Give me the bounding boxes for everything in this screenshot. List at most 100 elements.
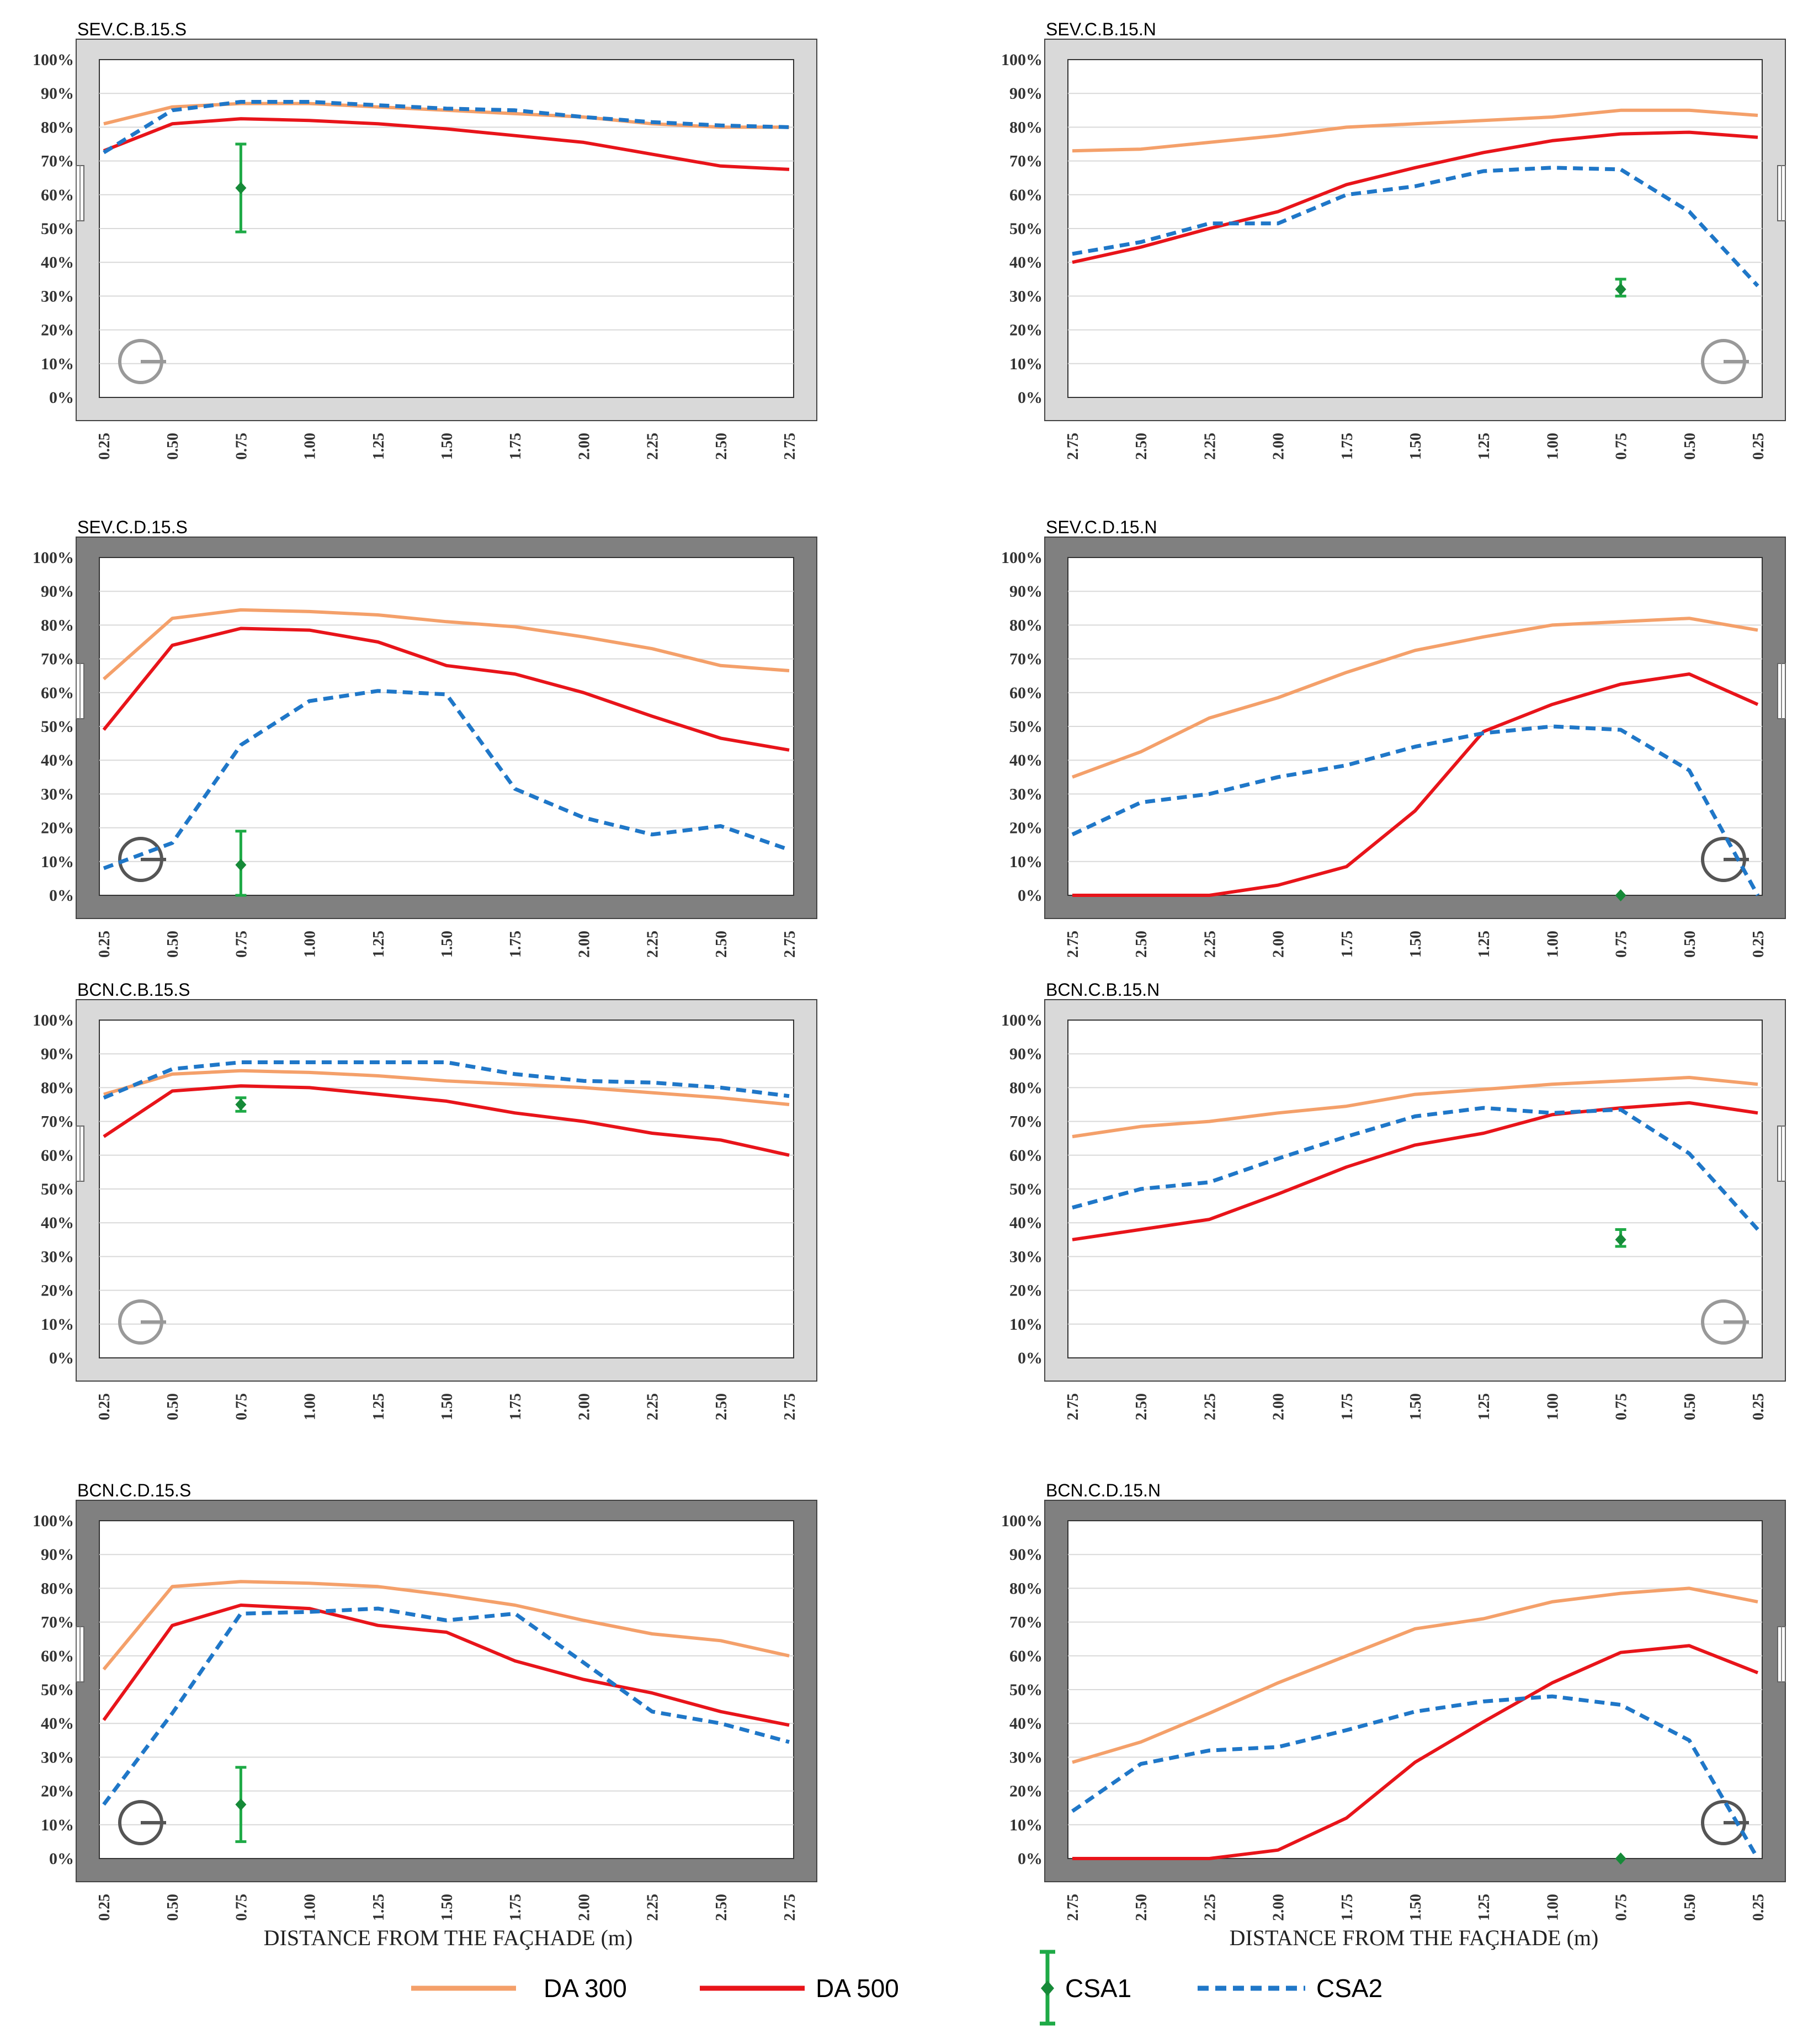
y-tick-label: 100%: [1001, 549, 1043, 567]
y-tick-label: 90%: [41, 1045, 74, 1063]
x-tick-label: 1.25: [370, 931, 387, 958]
y-tick-label: 40%: [1009, 1214, 1043, 1232]
series-line-da500: [1072, 672, 1759, 897]
panel-title: SEV.C.D.15.N: [1046, 517, 1157, 537]
x-tick-label: 1.50: [439, 1393, 456, 1420]
y-tick-label: 50%: [41, 718, 74, 736]
y-tick-label: 80%: [1009, 118, 1043, 136]
x-tick-label: 2.50: [1133, 1393, 1150, 1420]
y-tick-label: 100%: [33, 1011, 74, 1029]
x-tick-label: 1.50: [439, 1894, 456, 1921]
y-tick-label: 50%: [1009, 718, 1043, 736]
csa1-point: [1615, 889, 1626, 901]
panel-title: BCN.C.B.15.N: [1046, 980, 1160, 1000]
x-tick-label: 1.25: [370, 1393, 387, 1420]
y-tick-label: 80%: [41, 1079, 74, 1097]
y-tick-label: 90%: [41, 1546, 74, 1564]
panel-sev-c-b-15-n: SEV.C.B.15.N 0% 10% 20% 30% 40% 50% 60% 70% 80% 90…: [1001, 19, 1786, 460]
y-tick-label: 40%: [1009, 751, 1043, 769]
x-tick-label: 2.75: [1065, 1393, 1082, 1420]
x-tick-label: 1.25: [1476, 1894, 1493, 1921]
y-tick-label: 60%: [41, 1647, 74, 1665]
x-axis-label-left: DISTANCE FROM THE FAÇHADE (m): [264, 1925, 633, 1950]
y-tick-label: 50%: [1009, 220, 1043, 238]
x-tick-label: 0.25: [96, 1894, 113, 1921]
y-tick-label: 0%: [1018, 1349, 1043, 1367]
y-tick-label: 10%: [1009, 1315, 1043, 1334]
y-tick-label: 0%: [49, 1349, 74, 1367]
y-tick-label: 10%: [41, 1816, 74, 1834]
x-tick-label: 1.75: [507, 1393, 524, 1420]
series-line-csa2: [1072, 166, 1759, 288]
csa1-errorbar: [1615, 1852, 1626, 1865]
x-tick-label: 1.75: [1339, 1393, 1356, 1420]
panel-sev-c-b-15-s: SEV.C.B.15.S 0% 10% 20% 30% 40% 50% 60% 70% 80% 90…: [33, 19, 817, 460]
series-line-da300: [103, 608, 790, 681]
y-tick-label: 80%: [1009, 1579, 1043, 1597]
x-tick-label: 1.00: [302, 931, 319, 958]
x-tick-label: 1.75: [1339, 931, 1356, 958]
series-line-da500: [103, 1084, 790, 1157]
x-tick-label: 1.00: [1544, 1894, 1561, 1921]
y-tick-label: 30%: [1009, 785, 1043, 803]
csa1-errorbar: [1615, 889, 1626, 901]
x-tick-label: 1.75: [507, 433, 524, 460]
x-tick-label: 1.50: [439, 931, 456, 958]
series-line-da500: [102, 627, 790, 752]
panel-sev-c-d-15-n: SEV.C.D.15.N 0% 10% 20% 30% 40% 50% 60% 70% 80% 90…: [1001, 517, 1786, 958]
y-tick-label: 0%: [49, 1850, 74, 1868]
csa1-point: [235, 858, 247, 871]
x-tick-label: 2.50: [713, 931, 730, 958]
x-tick-label: 0.50: [1682, 1393, 1699, 1420]
series-line-csa2: [103, 1060, 790, 1100]
y-tick-label: 20%: [1009, 1782, 1043, 1801]
x-tick-label: 2.00: [576, 931, 593, 958]
y-tick-label: 70%: [41, 1613, 74, 1632]
y-tick-label: 0%: [49, 886, 74, 905]
series-line-csa2: [1071, 1694, 1760, 1860]
x-tick-label: 1.25: [370, 1894, 387, 1921]
x-tick-label: 2.75: [781, 1894, 799, 1921]
x-tick-label: 0.75: [233, 931, 250, 958]
csa1-errorbar: [235, 1766, 247, 1843]
x-tick-label: 2.25: [1201, 1393, 1219, 1420]
panel-title: BCN.C.D.15.N: [1046, 1480, 1161, 1500]
x-tick-label: 0.50: [1682, 433, 1699, 460]
x-tick-label: 2.00: [576, 1393, 593, 1420]
panel-title: SEV.C.B.15.N: [1046, 19, 1156, 39]
y-tick-label: 80%: [41, 118, 74, 136]
x-tick-label: 2.25: [1201, 1894, 1219, 1921]
y-tick-label: 30%: [41, 785, 74, 803]
y-tick-label: 20%: [41, 819, 74, 837]
y-tick-label: 90%: [41, 84, 74, 103]
panel-title: BCN.C.B.15.S: [77, 980, 190, 1000]
panel-bcn-c-d-15-s: BCN.C.D.15.S 0% 10% 20% 30% 40% 50% 60% 70% 80% 90…: [33, 1480, 817, 1921]
series-line-csa2: [103, 100, 790, 155]
series-line-da500: [1072, 130, 1758, 264]
y-tick-label: 80%: [1009, 1079, 1043, 1097]
y-tick-label: 10%: [1009, 1816, 1043, 1834]
x-tick-label: 0.25: [96, 433, 113, 460]
x-tick-label: 2.75: [781, 931, 799, 958]
x-tick-label: 2.75: [781, 433, 799, 460]
series-line-da300: [1071, 617, 1758, 779]
x-tick-label: 2.00: [1270, 1894, 1288, 1921]
y-tick-label: 100%: [33, 549, 74, 567]
panel-title: BCN.C.D.15.S: [77, 1480, 191, 1500]
csa1-errorbar: [235, 142, 247, 233]
x-tick-label: 2.50: [713, 1393, 730, 1420]
y-tick-label: 70%: [1009, 152, 1043, 171]
x-axis-label-right: DISTANCE FROM THE FAÇHADE (m): [1230, 1925, 1599, 1950]
x-tick-label: 0.25: [1750, 433, 1767, 460]
legend-item-da300: DA 300: [411, 1974, 627, 2003]
legend-item-csa2: CSA2: [1198, 1974, 1382, 2003]
legend-label-csa1: CSA1: [1065, 1974, 1131, 2003]
x-tick-label: 0.25: [1750, 1393, 1767, 1420]
x-tick-label: 2.25: [645, 433, 662, 460]
legend: DA 300 DA 500 CSA1 CSA2: [411, 1950, 1382, 2026]
legend-swatch-csa1: [1040, 1950, 1055, 2026]
y-tick-label: 80%: [1009, 616, 1043, 634]
x-tick-label: 1.00: [302, 433, 319, 460]
y-tick-label: 30%: [1009, 287, 1043, 305]
x-tick-label: 1.00: [302, 1894, 319, 1921]
